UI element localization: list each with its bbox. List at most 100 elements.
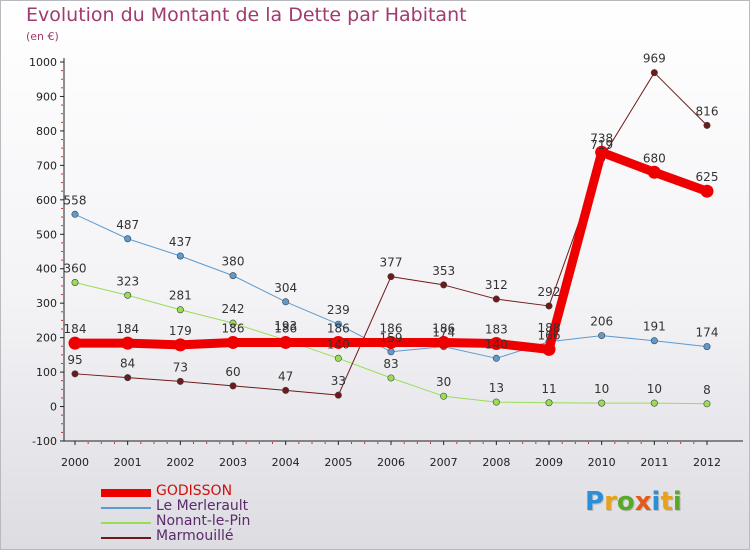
y-tick-label: 500 bbox=[36, 228, 57, 241]
legend-swatch bbox=[101, 507, 151, 509]
data-point bbox=[229, 319, 237, 327]
data-label: 186 bbox=[222, 321, 245, 335]
data-point bbox=[173, 338, 187, 352]
data-label: 60 bbox=[225, 365, 240, 379]
data-point bbox=[334, 391, 342, 399]
x-tick-label: 2011 bbox=[640, 456, 668, 469]
proxiti-logo: Proxiti bbox=[585, 487, 682, 517]
x-tick-label: 2001 bbox=[114, 456, 142, 469]
data-point bbox=[703, 121, 711, 129]
legend-swatch bbox=[101, 537, 151, 539]
data-point bbox=[387, 273, 395, 281]
data-point bbox=[331, 335, 345, 349]
data-label: 183 bbox=[485, 322, 508, 336]
data-point bbox=[545, 302, 553, 310]
logo-letter: o bbox=[616, 487, 635, 517]
data-label: 206 bbox=[590, 315, 613, 329]
data-point bbox=[71, 210, 79, 218]
data-label: 323 bbox=[116, 274, 139, 288]
data-point bbox=[229, 382, 237, 390]
data-label: 174 bbox=[432, 326, 455, 340]
data-label: 179 bbox=[169, 324, 192, 338]
x-tick-label: 2006 bbox=[377, 456, 405, 469]
data-point bbox=[279, 335, 293, 349]
data-label: 969 bbox=[643, 52, 666, 66]
data-point bbox=[703, 400, 711, 408]
data-label: 186 bbox=[274, 321, 297, 335]
data-point bbox=[650, 337, 658, 345]
data-point bbox=[334, 320, 342, 328]
data-label: 360 bbox=[64, 262, 87, 276]
data-label: 11 bbox=[541, 382, 556, 396]
data-label: 304 bbox=[274, 281, 297, 295]
data-label: 239 bbox=[327, 303, 350, 317]
legend-swatch bbox=[101, 522, 151, 524]
data-label: 193 bbox=[274, 319, 297, 333]
logo-letter: r bbox=[604, 487, 617, 517]
data-point bbox=[437, 335, 451, 349]
y-tick-label: 800 bbox=[36, 125, 57, 138]
x-tick-label: 2009 bbox=[535, 456, 563, 469]
y-tick-label: 400 bbox=[36, 263, 57, 276]
data-label: 30 bbox=[436, 375, 451, 389]
data-point bbox=[387, 374, 395, 382]
logo-letter: x bbox=[634, 487, 652, 517]
chart-title: Evolution du Montant de la Dette par Hab… bbox=[26, 4, 467, 26]
data-label: 680 bbox=[643, 151, 666, 165]
data-label: 73 bbox=[173, 360, 188, 374]
data-label: 353 bbox=[432, 264, 455, 278]
data-point bbox=[71, 370, 79, 378]
data-point bbox=[68, 336, 82, 350]
data-label: 184 bbox=[64, 322, 87, 336]
x-tick-label: 2012 bbox=[693, 456, 721, 469]
y-tick-label: 700 bbox=[36, 159, 57, 172]
data-point bbox=[595, 145, 609, 159]
x-tick-label: 2007 bbox=[430, 456, 458, 469]
data-label: 186 bbox=[432, 321, 455, 335]
data-point bbox=[176, 252, 184, 260]
data-label: 8 bbox=[703, 383, 711, 397]
x-tick-label: 2005 bbox=[324, 456, 352, 469]
data-label: 312 bbox=[485, 278, 508, 292]
data-label: 47 bbox=[278, 369, 293, 383]
y-tick-label: 600 bbox=[36, 194, 57, 207]
data-point bbox=[387, 348, 395, 356]
data-point bbox=[229, 272, 237, 280]
data-label: 487 bbox=[116, 218, 139, 232]
data-label: 140 bbox=[485, 337, 508, 351]
data-label: 33 bbox=[331, 374, 346, 388]
data-label: 281 bbox=[169, 289, 192, 303]
data-point bbox=[598, 332, 606, 340]
data-label: 719 bbox=[590, 138, 613, 152]
data-point bbox=[124, 374, 132, 382]
data-point bbox=[440, 281, 448, 289]
data-label: 738 bbox=[590, 131, 613, 145]
x-tick-label: 2000 bbox=[61, 456, 89, 469]
chart-unit-label: (en €) bbox=[26, 30, 59, 43]
y-tick-label: -100 bbox=[32, 435, 57, 448]
data-point bbox=[703, 343, 711, 351]
x-tick-label: 2002 bbox=[166, 456, 194, 469]
data-label: 380 bbox=[222, 255, 245, 269]
data-point bbox=[384, 335, 398, 349]
y-tick-label: 0 bbox=[50, 401, 57, 414]
legend-swatch bbox=[101, 489, 151, 497]
data-label: 184 bbox=[116, 322, 139, 336]
data-point bbox=[282, 386, 290, 394]
y-tick-label: 200 bbox=[36, 332, 57, 345]
data-label: 377 bbox=[380, 256, 403, 270]
x-tick-label: 2008 bbox=[482, 456, 510, 469]
data-label: 83 bbox=[383, 357, 398, 371]
data-label: 437 bbox=[169, 235, 192, 249]
legend-label: Le Merlerault bbox=[156, 498, 249, 514]
y-tick-label: 300 bbox=[36, 297, 57, 310]
data-label: 174 bbox=[696, 326, 719, 340]
data-point bbox=[650, 399, 658, 407]
data-point bbox=[334, 354, 342, 362]
legend-label: Nonant-le-Pin bbox=[156, 513, 251, 529]
x-tick-label: 2010 bbox=[588, 456, 616, 469]
data-label: 292 bbox=[538, 285, 561, 299]
data-label: 159 bbox=[380, 331, 403, 345]
data-point bbox=[71, 279, 79, 287]
